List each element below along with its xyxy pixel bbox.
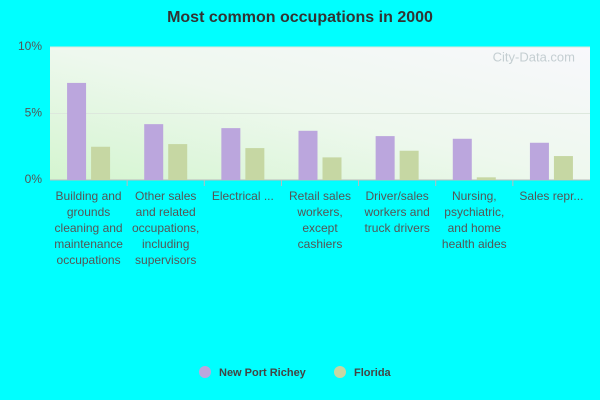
legend-label: Florida (354, 367, 392, 379)
x-tick-label: Driver/sales workers and truck drivers (364, 189, 430, 235)
bar (221, 128, 241, 180)
bar (553, 156, 573, 180)
bar (298, 130, 318, 180)
bar (452, 138, 472, 180)
bar (529, 142, 549, 180)
y-tick-label: 0% (25, 172, 43, 186)
x-tick-label: Electrical ... (211, 189, 274, 203)
x-tick-label: Retail sales workers, except cashiers (288, 189, 352, 251)
watermark: City-Data.com (493, 49, 575, 64)
y-tick-label: 5% (25, 106, 43, 120)
bar (144, 124, 164, 180)
x-tick-label: Nursing, psychiatric, and home health ai… (441, 189, 507, 251)
y-tick-label: 10% (18, 39, 42, 53)
bar (476, 177, 496, 180)
x-tick-label: Sales repr... (519, 189, 584, 203)
bar (375, 136, 395, 180)
bar (245, 148, 265, 180)
legend-marker (334, 366, 346, 378)
legend-marker (199, 366, 211, 378)
bar (322, 157, 342, 180)
bar (67, 82, 87, 180)
bar (91, 146, 111, 180)
legend-label: New Port Richey (219, 367, 307, 379)
bar (399, 150, 419, 180)
x-tick-label: Building and grounds cleaning and mainte… (54, 189, 123, 267)
x-tick-label: Other sales and related occupations, inc… (132, 189, 200, 267)
chart-title: Most common occupations in 2000 (167, 9, 433, 26)
bar (168, 144, 188, 180)
